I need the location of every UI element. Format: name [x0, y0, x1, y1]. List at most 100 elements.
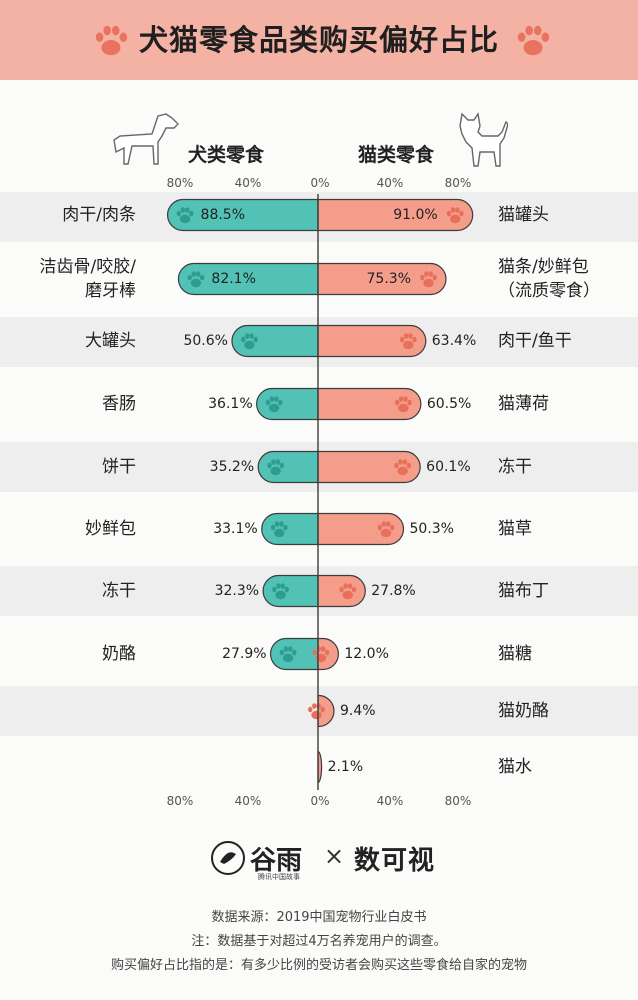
dog-silhouette-icon — [113, 113, 179, 165]
paw-pad — [398, 403, 409, 413]
paw-toe — [185, 207, 190, 213]
dog-paw-icon — [176, 207, 194, 224]
paw-pad — [403, 340, 414, 350]
paw-toe — [284, 586, 289, 593]
paw-pad — [275, 590, 286, 600]
paw-toe — [420, 274, 425, 281]
survey-note: 注：数据基于对超过4万名养宠用户的调查。 — [191, 934, 447, 949]
paw-toe — [399, 336, 405, 343]
cat-value-label: 9.4% — [339, 703, 376, 719]
cat-category-label: 猫布丁 — [498, 581, 549, 601]
paw-toe — [406, 462, 412, 469]
paw-toe — [267, 462, 272, 469]
dog-value-label: 33.1% — [213, 521, 258, 537]
dog-value-label: 88.5% — [200, 207, 246, 223]
dog-category-label: 香肠 — [102, 394, 136, 414]
cat-column-title: 猫类零食 — [358, 144, 435, 166]
paw-toe — [351, 586, 357, 593]
paw-pad — [315, 653, 327, 663]
dog-value-label: 32.3% — [214, 583, 260, 599]
times-symbol: × — [324, 842, 345, 870]
paw-toe — [320, 706, 325, 713]
paw-toe — [459, 210, 464, 217]
paw-toe — [312, 703, 317, 709]
definition-note: 购买偏好占比指的是：有多少比例的受访者会购买这些零食给自家的宠物 — [110, 958, 527, 973]
paw-pad — [190, 278, 202, 288]
cat-value-label: 60.5% — [426, 396, 472, 412]
cat-category-label: 猫水 — [498, 757, 532, 777]
dog-paw-icon — [270, 521, 288, 538]
cat-silhouette-icon — [459, 112, 508, 167]
cat-value-label: 60.1% — [426, 459, 471, 475]
tick-label: 40% — [234, 176, 262, 190]
cat-bar — [317, 512, 405, 546]
dog-bar — [231, 324, 319, 358]
cat-category-label: 猫糖 — [498, 644, 532, 664]
paw-pad — [450, 214, 461, 224]
paw-toe — [377, 524, 383, 531]
cat-bar — [317, 450, 421, 484]
paw-toe — [339, 586, 344, 593]
paw-pad — [179, 214, 191, 224]
paw-toe — [276, 583, 281, 589]
dog-category-label: 奶酪 — [102, 644, 136, 664]
dog-paw-icon — [187, 271, 205, 288]
cat-value-label: 63.4% — [431, 333, 477, 349]
paw-pad — [244, 340, 255, 350]
paw-pad — [380, 528, 392, 538]
paw-toe — [253, 336, 258, 343]
paw-toe — [245, 333, 250, 339]
paw-toe — [398, 459, 403, 465]
cat-value-label: 75.3% — [366, 271, 411, 287]
dog-value-label: 27.9% — [222, 646, 267, 662]
paw-toe — [347, 583, 353, 589]
tick-label: 40% — [376, 176, 404, 190]
dog-category-label: 大罐头 — [85, 331, 136, 351]
dog-bar — [257, 450, 319, 484]
paw-toe — [412, 336, 417, 343]
tick-label: 40% — [234, 794, 262, 808]
paw-toe — [386, 521, 391, 527]
paw-pad — [282, 653, 294, 663]
tick-label: 80% — [444, 176, 472, 190]
paw-toe — [403, 333, 409, 339]
paw-toe — [269, 396, 275, 402]
cat-value-label: 2.1% — [327, 759, 364, 775]
paw-toe — [312, 649, 317, 656]
cat-paw-icon — [399, 333, 417, 350]
cat-paw-icon — [377, 521, 395, 538]
paw-toe — [455, 207, 460, 213]
dog-category-label: 冻干 — [102, 581, 136, 601]
header-banner: 犬猫零食品类购买偏好占比 — [0, 0, 638, 80]
dog-value-label: 35.2% — [209, 459, 255, 475]
paw-toe — [189, 210, 194, 217]
paw-toe — [176, 210, 182, 217]
cat-paw-icon — [394, 396, 412, 413]
cat-paw-icon — [420, 271, 437, 288]
paw-toe — [180, 207, 186, 213]
cat-value-label: 12.0% — [344, 646, 389, 662]
guyu-logo-subtitle: 腾讯中国故事 — [258, 873, 300, 881]
paw-toe — [191, 271, 196, 277]
paw-toe — [381, 521, 387, 527]
cat-category-label: 猫草 — [498, 519, 532, 539]
paw-toe — [432, 274, 437, 281]
dog-bar — [177, 262, 319, 296]
paw-toe — [390, 524, 395, 531]
dog-bar — [262, 574, 319, 608]
paw-toe — [195, 271, 201, 277]
dog-paw-icon — [272, 583, 289, 600]
guyu-logo-text: 谷雨 — [250, 846, 303, 876]
dog-category-label: 饼干 — [102, 457, 136, 477]
paw-toe — [316, 646, 321, 652]
tick-label: 40% — [376, 794, 404, 808]
cat-bar — [317, 750, 323, 784]
paw-toe — [274, 521, 280, 527]
dog-paw-icon — [267, 459, 285, 476]
paw-icon — [517, 25, 550, 56]
cat-bar — [317, 262, 447, 296]
cat-category-label: 猫薄荷 — [498, 394, 549, 414]
cat-paw-icon — [446, 207, 464, 224]
paw-toe — [265, 399, 271, 406]
